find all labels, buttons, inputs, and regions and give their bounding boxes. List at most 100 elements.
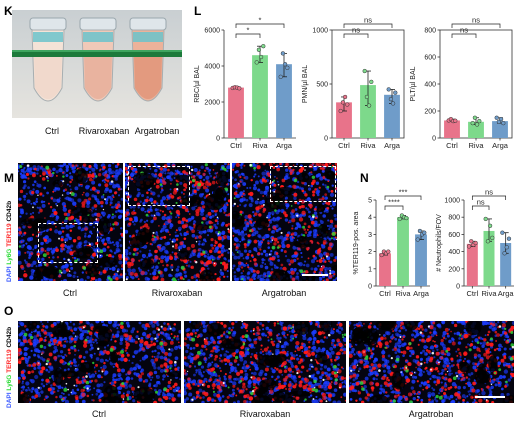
x-tick-label: Riva (395, 289, 411, 298)
data-point (487, 223, 493, 228)
x-tick-label: Ctrl (338, 141, 350, 150)
y-tick-label: 3 (368, 232, 372, 239)
tube-photo-drawing (12, 10, 182, 118)
data-point (362, 68, 367, 74)
data-point (483, 216, 488, 222)
significance-label: ns (485, 188, 493, 197)
y-tick-label: 4 (368, 215, 372, 222)
y-tick-label: 800 (424, 28, 436, 35)
data-point (417, 228, 423, 234)
data-point (473, 240, 478, 246)
significance-label: ns (472, 16, 480, 25)
significance-bracket (471, 205, 490, 210)
data-point (504, 245, 509, 250)
data-point (256, 47, 262, 52)
bar-arga (500, 243, 512, 286)
bar-ctrl (444, 120, 460, 138)
bar-ctrl (466, 243, 478, 286)
micro-o-label-rivaroxaban: Rivaroxaban (239, 409, 291, 419)
tube-label-argatroban: Argatroban (134, 126, 180, 136)
data-point (285, 65, 290, 70)
panel-letter-m: M (4, 171, 14, 185)
data-point (415, 237, 420, 242)
fluorescence-image (184, 321, 346, 403)
x-tick-label: Riva (468, 141, 484, 150)
chart-ter119: 0 1 2 3 4 5 %TER119-pos. area Ctrl Riva Arga *****… (353, 188, 430, 298)
fluorescence-image (349, 321, 514, 403)
significance-bracket (451, 33, 477, 38)
stain-legend-m: DAPI Ly6G TER119 CD42b (6, 200, 13, 282)
y-tick-label: 200 (424, 109, 436, 116)
data-point (506, 236, 512, 241)
y-axis-label: PLT/µl BAL (410, 66, 417, 101)
micro-m-label-argatroban: Argatroban (261, 288, 307, 298)
data-point (474, 122, 480, 127)
x-tick-label: Arga (384, 141, 401, 150)
y-tick-label: 2 (368, 249, 372, 256)
data-point (261, 44, 266, 49)
data-point (258, 54, 264, 60)
data-point (282, 62, 288, 67)
y-tick-label: 800 (448, 215, 460, 222)
x-tick-label: Arga (492, 141, 509, 150)
x-tick-label: Riva (252, 141, 268, 150)
stain-legend-o: DAPI Ly6G TER119 CD42b (6, 326, 13, 408)
x-tick-label: Ctrl (230, 141, 242, 150)
significance-label: ns (460, 26, 468, 35)
micro-m-argatroban (232, 163, 337, 281)
data-point (386, 249, 391, 254)
y-tick-label: 1000 (444, 198, 460, 205)
data-point (390, 101, 396, 106)
x-tick-label: Ctrl (466, 289, 478, 298)
significance-bracket (343, 33, 369, 38)
data-point (502, 251, 507, 256)
y-tick-label: 6000 (204, 28, 220, 35)
bar-riva (483, 230, 495, 286)
inset-box (270, 166, 336, 202)
panel-letter-l: L (194, 4, 202, 18)
data-point (466, 244, 472, 249)
scale-bar (302, 274, 328, 276)
y-axis-label: %TER119-pos. area (353, 211, 360, 274)
data-point (453, 118, 458, 123)
micro-m-label-ctrl: Ctrl (63, 288, 77, 298)
data-point (485, 239, 491, 244)
fluorescence-image (125, 163, 230, 281)
data-point (498, 116, 504, 122)
x-tick-label: Arga (498, 289, 515, 298)
data-point (501, 121, 506, 126)
data-point (500, 230, 505, 235)
significance-bracket (384, 195, 422, 200)
data-point (388, 96, 394, 102)
data-point (477, 118, 482, 124)
data-point (472, 115, 478, 120)
bar-riva (252, 55, 268, 139)
tube-ctrl (29, 17, 67, 102)
significance-label: ns (477, 198, 485, 207)
data-point (496, 119, 502, 124)
x-tick-label: Arga (276, 141, 293, 150)
data-point (345, 102, 350, 107)
bar-arga (384, 94, 400, 138)
tube-photo (12, 10, 182, 118)
inset-box (38, 223, 98, 263)
data-point (342, 94, 348, 100)
y-tick-label: 0 (216, 136, 220, 143)
x-tick-label: Arga (413, 289, 430, 298)
data-point (369, 79, 374, 84)
significance-label: **** (388, 198, 400, 207)
micro-o-rivaroxaban (184, 321, 346, 403)
scale-bar (475, 396, 505, 398)
bar-arga (492, 121, 508, 138)
significance-bracket (235, 33, 261, 38)
fluorescence-image (18, 163, 123, 281)
fluorescence-image (18, 321, 181, 403)
y-axis-label: PMN/µl BAL (302, 65, 309, 103)
data-point (404, 215, 409, 221)
micro-m-ctrl (18, 163, 123, 281)
bar-arga (276, 64, 292, 138)
micro-o-label-argatroban: Argatroban (408, 409, 454, 419)
data-point (422, 230, 427, 235)
significance-label: ns (352, 26, 360, 35)
